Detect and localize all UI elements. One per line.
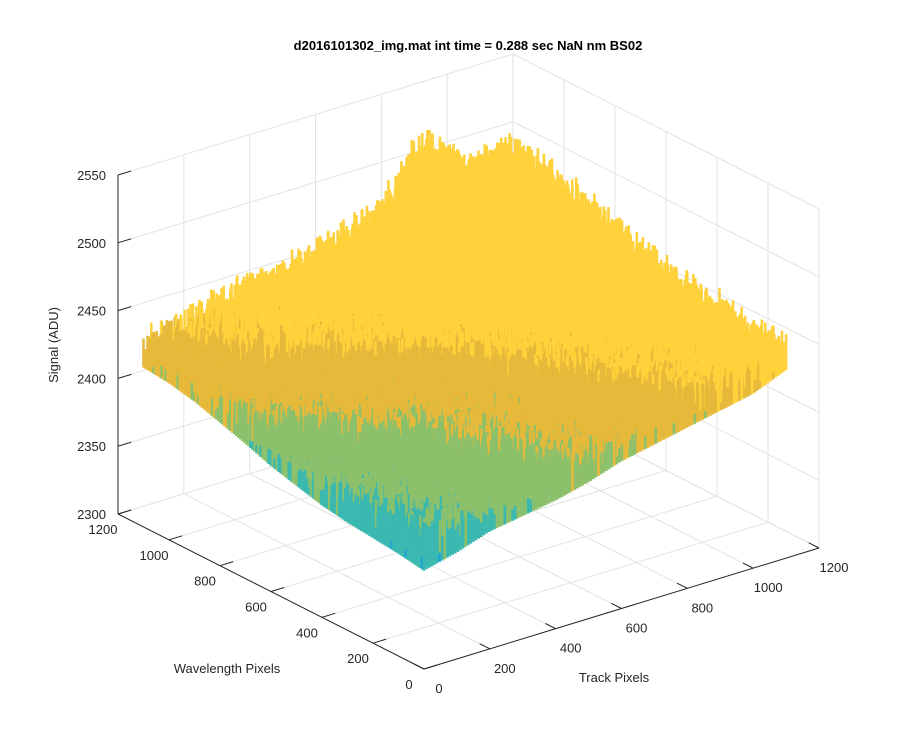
surface-plot-figure: 0200400600800100012000200400600800100012…: [0, 0, 900, 750]
